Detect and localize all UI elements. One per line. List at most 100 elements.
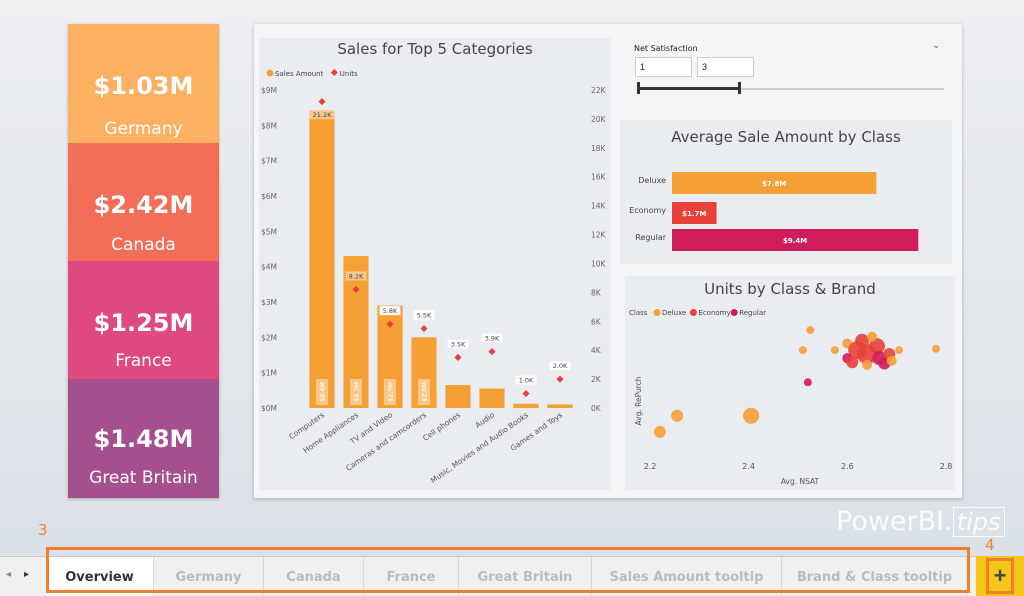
tab-canada[interactable]: Canada [264, 557, 364, 596]
y-right-tick-label: 18K [591, 144, 607, 153]
category-label: Regular [635, 233, 666, 242]
hbar-data-label: $1.7M [682, 210, 706, 218]
bar-label-bg [418, 379, 430, 405]
scatter-point [846, 356, 859, 369]
add-page-button[interactable]: + [976, 556, 1024, 596]
x-tick-label: 2.4 [742, 462, 755, 471]
y-left-tick-label: $6M [261, 192, 277, 201]
y-left-tick-label: $9M [261, 86, 277, 95]
tab-germany[interactable]: Germany [154, 557, 264, 596]
page-tab-bar: ◂ ▸ Overview Germany Canada France Great… [0, 556, 1024, 596]
y-left-tick-label: $3M [261, 298, 277, 307]
scatter-point [831, 346, 839, 355]
units-label-bg [549, 361, 571, 371]
units-label-bg [345, 271, 367, 281]
units-label-bg [515, 375, 537, 385]
bar-data-label: $8.4M [319, 382, 327, 402]
y-left-tick-label: $7M [261, 157, 277, 166]
units-by-class-brand-chart: Class Deluxe Economy Regular 2.2 2.4 2.6 2.8 Avg… [629, 309, 953, 486]
y-left-tick-label: $5M [261, 227, 277, 236]
y-axis-title: Avg. RePurch [634, 376, 643, 425]
scatter-point [895, 346, 904, 355]
chart-title: Average Sale Amount by Class [671, 128, 901, 146]
slicer-min-input[interactable]: 1 [635, 57, 692, 77]
scatter-point [653, 425, 666, 438]
avg-sale-by-class-card[interactable]: Average Sale Amount by Class Deluxe $7.8M… [620, 120, 952, 264]
scatter-point [855, 333, 870, 348]
units-label-bg [413, 310, 435, 320]
units-label-bg [309, 110, 335, 120]
next-page-icon[interactable]: ▸ [24, 569, 30, 580]
avg-sale-by-class-chart: Deluxe $7.8M Economy $1.7M Regular $9.4M [629, 172, 919, 251]
bar-4 [445, 385, 471, 408]
y-left-tick-label: $1M [261, 369, 277, 378]
units-data-label: 3.5K [451, 340, 466, 348]
units-point [488, 348, 496, 356]
units-label-bg [481, 333, 503, 343]
tab-great-britain[interactable]: Great Britain [459, 557, 592, 596]
prev-page-icon[interactable]: ◂ [6, 569, 12, 580]
kpi-label: Germany [104, 119, 183, 139]
y-left-tick-label: $0M [261, 404, 277, 413]
units-data-label: 5.8K [383, 307, 398, 315]
watermark-tips: tips [952, 507, 1005, 537]
kpi-card-france[interactable]: $1.25M France [68, 261, 219, 379]
slicer-max-input[interactable]: 3 [697, 57, 754, 77]
chart-title: Units by Class & Brand [704, 280, 876, 298]
units-data-label: 2.0K [553, 362, 568, 370]
sales-top5-chart: Sales Amount Units $0M $1M $2M $3M $4M $5M $6M $7… [261, 68, 607, 485]
kpi-card-germany[interactable]: $1.03M Germany [68, 24, 219, 143]
legend-marker [653, 309, 661, 316]
bar-5 [479, 388, 505, 408]
y-right-tick-label: 12K [591, 231, 607, 240]
kpi-label: Canada [111, 235, 176, 255]
bar-0 [309, 111, 335, 408]
legend-label: Deluxe [662, 309, 686, 317]
chevron-down-icon[interactable]: ⌄ [932, 40, 941, 51]
units-by-class-brand-card[interactable]: Units by Class & Brand Class Deluxe Econom… [625, 276, 955, 490]
report-canvas: Sales for Top 5 Categories Sales Amount U… [254, 24, 962, 498]
y-right-tick-label: 4K [591, 346, 602, 355]
units-data-label: 1.0K [519, 377, 534, 385]
y-left-tick-label: $2M [261, 333, 277, 342]
x-tick-label: 2.8 [940, 462, 953, 471]
y-right-tick-label: 10K [591, 259, 607, 268]
units-data-label: 3.9K [485, 335, 500, 343]
scatter-point [868, 338, 885, 355]
tab-france[interactable]: France [364, 557, 459, 596]
slicer-title: Net Satisfaction [634, 44, 698, 53]
tab-overview[interactable]: Overview [46, 557, 154, 596]
y-left-tick-label: $8M [261, 121, 277, 130]
net-satisfaction-slicer[interactable]: Net Satisfaction ⌄ 1 3 [625, 38, 955, 110]
scatter-point [798, 346, 807, 355]
legend-label: Economy [698, 309, 730, 317]
scatter-point [803, 378, 812, 387]
chart-title: Sales for Top 5 Categories [337, 40, 533, 58]
y-right-tick-label: 14K [591, 202, 607, 211]
bar-7 [547, 404, 573, 408]
annotation-box-3 [46, 547, 970, 593]
units-data-label: 5.5K [417, 312, 432, 320]
y-right-tick-label: 16K [591, 173, 607, 182]
kpi-value: $1.48M [93, 425, 194, 453]
kpi-label: France [115, 351, 172, 371]
kpi-value: $1.25M [93, 309, 194, 337]
tab-sales-amount-tooltip[interactable]: Sales Amount tooltip [592, 557, 782, 596]
y-right-tick-label: 2K [591, 375, 602, 384]
sales-top5-chart-card[interactable]: Sales for Top 5 Categories Sales Amount U… [259, 38, 611, 490]
bar-label-bg [316, 379, 328, 405]
x-axis-title: Avg. NSAT [781, 477, 820, 486]
kpi-card-canada[interactable]: $2.42M Canada [68, 143, 219, 261]
slider-handle-max[interactable] [738, 82, 741, 94]
kpi-card-great-britain[interactable]: $1.48M Great Britain [68, 379, 219, 498]
kpi-value: $2.42M [93, 191, 194, 219]
slider-track[interactable] [638, 88, 944, 90]
scatter-point [743, 407, 760, 424]
units-point [318, 98, 326, 106]
category-label: Economy [629, 206, 666, 215]
scatter-point [806, 326, 815, 335]
bar-6 [513, 403, 539, 408]
bar-data-label: $4.3M [353, 382, 361, 402]
scatter-point [932, 344, 941, 353]
slider-handle-min[interactable] [637, 82, 640, 94]
